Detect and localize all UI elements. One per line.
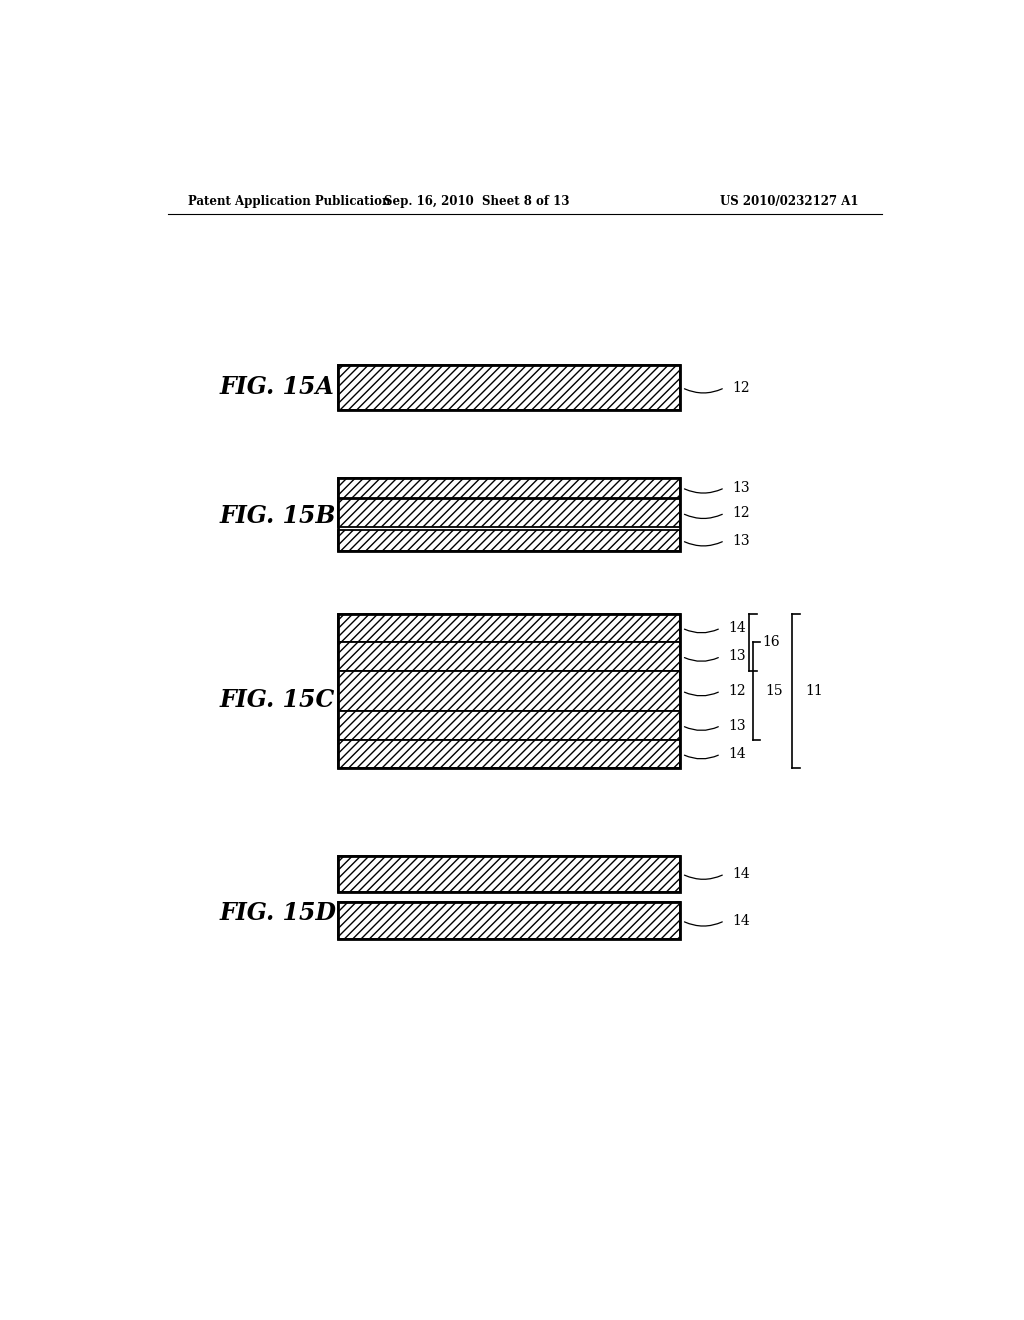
Text: 13: 13 — [729, 718, 746, 733]
Bar — [338, 531, 680, 550]
Bar — [338, 903, 680, 939]
Text: 14: 14 — [729, 620, 746, 635]
Bar — [338, 478, 680, 498]
Text: 13: 13 — [733, 480, 751, 495]
Bar — [338, 643, 680, 671]
Text: 14: 14 — [733, 913, 751, 928]
Text: 16: 16 — [762, 635, 779, 649]
Text: 12: 12 — [733, 506, 751, 520]
Text: 12: 12 — [729, 684, 746, 698]
Text: FIG. 15B: FIG. 15B — [219, 504, 336, 528]
Text: Sep. 16, 2010  Sheet 8 of 13: Sep. 16, 2010 Sheet 8 of 13 — [384, 194, 570, 207]
Bar — [338, 671, 680, 711]
Text: FIG. 15D: FIG. 15D — [219, 900, 336, 924]
Bar — [338, 855, 680, 892]
Text: FIG. 15A: FIG. 15A — [219, 375, 334, 399]
Text: 14: 14 — [729, 747, 746, 762]
Bar — [338, 364, 680, 411]
Bar — [338, 739, 680, 768]
Bar — [338, 614, 680, 768]
Bar — [338, 903, 680, 939]
Bar — [338, 499, 680, 528]
Bar — [338, 364, 680, 411]
Text: 11: 11 — [805, 684, 822, 698]
Bar — [338, 855, 680, 892]
Text: 13: 13 — [733, 533, 751, 548]
Text: US 2010/0232127 A1: US 2010/0232127 A1 — [720, 194, 858, 207]
Text: 15: 15 — [765, 684, 783, 698]
Text: FIG. 15C: FIG. 15C — [219, 688, 335, 713]
Bar — [338, 614, 680, 643]
Bar — [338, 711, 680, 739]
Text: Patent Application Publication: Patent Application Publication — [187, 194, 390, 207]
Text: 13: 13 — [729, 649, 746, 664]
Text: 12: 12 — [733, 380, 751, 395]
Bar — [338, 478, 680, 550]
Text: 14: 14 — [733, 867, 751, 880]
